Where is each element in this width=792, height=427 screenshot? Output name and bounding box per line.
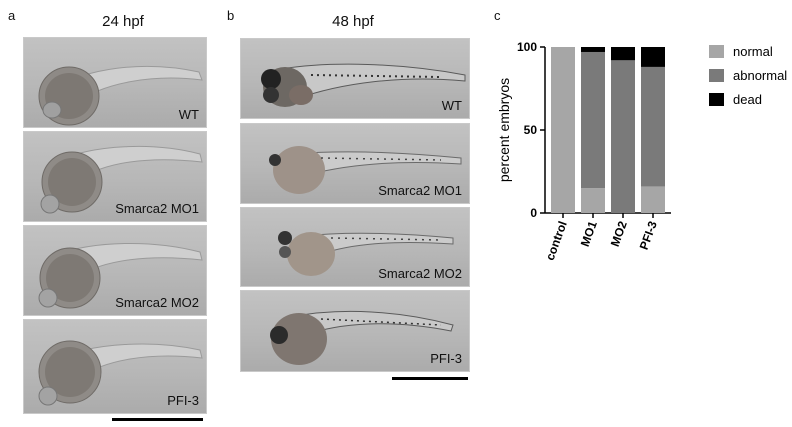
x-tick-label: MO2 [608,219,630,249]
bar-segment-abnormal [581,51,605,189]
scale-bar-b [392,377,468,380]
embryo-image [38,65,203,126]
embryo-image [38,242,203,309]
scale-bar-a [112,418,203,421]
image-label: Smarca2 MO2 [115,295,199,310]
micrograph-24hpf-mo2: Smarca2 MO2 [23,225,207,316]
panel-b-title: 48 hpf [332,13,374,30]
embryo-image [261,63,466,107]
panel-a-title: 24 hpf [102,13,144,30]
x-tick-label: control [543,219,570,262]
stacked-bar-chart: 0 50 100 percent embryos control MO1 MO2 PFI-3 n… [496,40,787,262]
embryo-image [278,231,454,276]
legend-swatch-dead [709,93,724,106]
micrograph-24hpf-wt: WT [23,37,207,128]
bar-segment-normal [551,47,575,213]
legend-label: normal [733,44,773,59]
bar-segment-dead [581,47,605,52]
legend-swatch-abnormal [709,69,724,82]
x-tick-label: MO1 [578,219,600,249]
image-label: Smarca2 MO1 [115,201,199,216]
bar-segment-normal [641,186,665,213]
y-tick-label: 50 [524,123,538,137]
x-tick-label: PFI-3 [637,219,660,252]
embryo-image [269,146,462,194]
y-tick-label: 100 [517,40,537,54]
micrograph-48hpf-pfi3: PFI-3 [240,290,470,372]
micrograph-48hpf-mo2: Smarca2 MO2 [240,207,470,287]
bar-segment-abnormal [641,66,665,187]
micrograph-48hpf-wt: WT [240,38,470,119]
y-tick-label: 0 [530,206,537,220]
legend-label: dead [733,92,762,107]
micrograph-48hpf-mo1: Smarca2 MO1 [240,123,470,204]
y-axis-label: percent embryos [496,78,512,182]
image-label: PFI-3 [167,393,199,408]
panel-label-b: b [227,8,235,23]
image-label: Smarca2 MO2 [378,266,462,281]
bar-segment-abnormal [611,60,635,213]
image-label: WT [441,98,462,113]
legend-swatch-normal [709,45,724,58]
image-label: WT [178,107,199,122]
panel-label-a: a [8,8,16,23]
micrograph-24hpf-mo1: Smarca2 MO1 [23,131,207,222]
bar-segment-normal [581,188,605,213]
embryo-image [38,340,203,406]
micrograph-24hpf-pfi3: PFI-3 [23,319,207,414]
image-label: Smarca2 MO1 [378,183,462,198]
bar-segment-dead [611,47,635,61]
embryo-image [270,310,454,365]
panel-label-c: c [494,8,501,23]
bar-segment-dead [641,47,665,67]
legend-label: abnormal [733,68,787,83]
image-label: PFI-3 [430,351,462,366]
embryo-image [40,145,203,214]
